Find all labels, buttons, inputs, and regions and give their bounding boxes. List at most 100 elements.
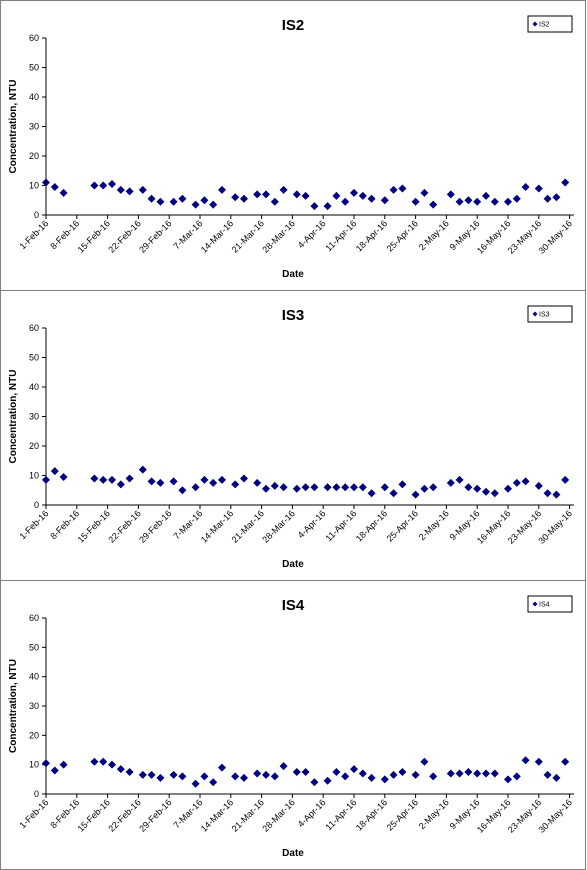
data-point: [270, 197, 279, 206]
y-tick-label: 50: [29, 353, 39, 363]
data-point: [420, 757, 429, 766]
data-point: [231, 772, 240, 781]
data-point: [411, 770, 420, 779]
data-point: [218, 475, 226, 484]
data-point: [543, 194, 552, 203]
x-tick-label: 25-Apr-16: [385, 797, 420, 832]
data-point: [99, 181, 108, 190]
legend-label: IS2: [539, 22, 550, 29]
data-point: [429, 200, 438, 209]
data-point: [99, 475, 108, 484]
x-tick-label: 18-Apr-16: [354, 508, 389, 543]
data-point: [50, 467, 59, 476]
legend-marker: [532, 601, 538, 607]
data-point: [200, 475, 209, 484]
data-point: [464, 483, 473, 492]
x-tick-label: 1-Feb-16: [18, 797, 51, 830]
data-point: [429, 483, 438, 492]
data-point: [253, 478, 262, 487]
y-axis-title: Concentration, NTU: [8, 659, 19, 753]
y-axis-title: Concentration, NTU: [8, 80, 19, 174]
data-point: [138, 770, 147, 779]
data-point: [108, 760, 116, 769]
x-tick-label: 22-Feb-16: [106, 508, 142, 544]
data-point: [473, 197, 482, 206]
data-point: [169, 477, 178, 486]
data-point: [429, 772, 438, 781]
x-tick-label: 15-Feb-16: [76, 797, 112, 833]
data-point: [270, 772, 279, 781]
chart-panel-is2: IS2 IS2 0 10 20 30 40 50 60 1-Feb-16 8-Feb-16 15-Fe…: [0, 0, 586, 291]
x-tick-label: 11-Apr-16: [324, 508, 359, 543]
x-tick-label: 29-Feb-16: [137, 508, 173, 544]
data-point: [156, 197, 165, 206]
data-point: [341, 772, 350, 781]
data-point: [240, 194, 248, 203]
x-tick-label: 21-Mar-16: [230, 797, 266, 833]
data-point: [420, 484, 429, 493]
data-point: [218, 185, 226, 194]
data-point: [116, 765, 125, 774]
data-point: [262, 190, 270, 199]
data-point: [156, 773, 165, 782]
data-point: [292, 768, 301, 776]
data-point: [50, 182, 59, 191]
data-point: [552, 773, 561, 782]
x-tick-label: 2-May-16: [417, 797, 451, 831]
data-point: [543, 489, 552, 498]
x-tick-label: 14-Mar-16: [199, 508, 235, 544]
data-point: [301, 483, 310, 492]
data-point: [42, 475, 50, 484]
data-point: [253, 769, 262, 778]
data-point: [389, 770, 398, 779]
series-is3: [42, 465, 570, 499]
y-tick-label: 30: [29, 122, 39, 132]
x-axis-title: Date: [282, 269, 304, 280]
data-point: [147, 770, 156, 779]
data-point: [504, 775, 512, 784]
y-tick-label: 20: [29, 441, 39, 451]
y-tick-label: 40: [29, 92, 39, 102]
data-point: [108, 475, 116, 484]
x-tick-label: 11-Apr-16: [324, 797, 359, 832]
x-tick-label: 18-Apr-16: [354, 797, 389, 832]
y-tick-label: 40: [29, 382, 39, 392]
data-point: [534, 481, 543, 490]
y-tick-label: 10: [29, 760, 39, 770]
x-tick-label: 30-May-16: [537, 508, 574, 545]
data-point: [240, 474, 248, 483]
x-tick-label: 28-Mar-16: [260, 218, 296, 254]
data-point: [332, 483, 341, 492]
data-point: [332, 191, 341, 200]
data-point: [482, 191, 490, 200]
y-tick-label: 0: [34, 789, 39, 799]
data-point: [552, 193, 561, 202]
chart-panel-is3: IS3 IS3 0 10 20 30 40 50 60 1-Feb-16 8-Feb-16 15-Fe…: [0, 290, 586, 581]
data-point: [521, 756, 530, 765]
y-tick-label: 30: [29, 701, 39, 711]
series-is2: [42, 178, 570, 211]
data-point: [512, 478, 521, 487]
data-point: [490, 197, 499, 206]
chart-title-is4: IS4: [282, 597, 305, 614]
data-point: [380, 775, 389, 784]
x-tick-label: 1-Feb-16: [18, 508, 51, 541]
data-point: [178, 194, 187, 203]
data-point: [270, 481, 279, 490]
x-tick-label: 4-Apr-16: [296, 508, 328, 540]
x-tick-label: 2-May-16: [417, 218, 451, 252]
data-point: [350, 765, 358, 774]
data-point: [323, 483, 332, 492]
data-point: [147, 194, 156, 203]
data-point: [156, 478, 165, 487]
y-tick-label: 40: [29, 672, 39, 682]
data-point: [169, 770, 178, 779]
data-point: [512, 194, 521, 203]
data-point: [90, 757, 99, 766]
chart-panel-is4: IS4 IS4 0 10 20 30 40 50 60 1-Feb-16 8-Feb-16 15-Fe…: [0, 580, 586, 870]
y-tick-label: 0: [34, 210, 39, 220]
data-point: [231, 193, 240, 202]
legend: IS2: [527, 15, 573, 33]
x-tick-label: 1-Feb-16: [18, 218, 51, 251]
data-point: [552, 490, 561, 499]
